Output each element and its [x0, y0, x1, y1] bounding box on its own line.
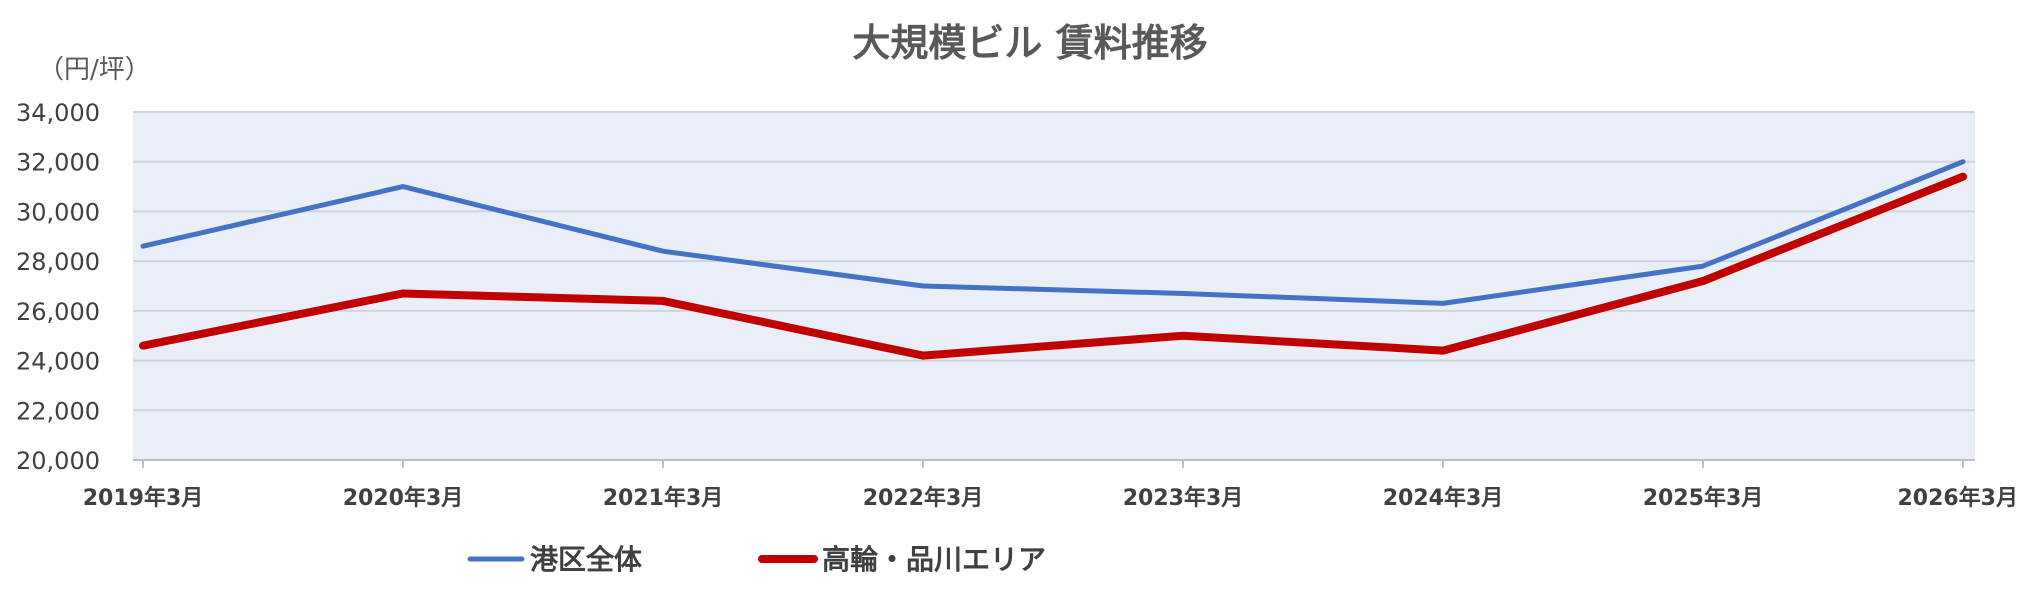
chart-title: 大規模ビル 賃料推移 — [852, 21, 1207, 65]
x-tick-label: 2025年3月 — [1643, 485, 1764, 511]
y-tick-label: 34,000 — [16, 99, 100, 127]
series-line-2 — [139, 172, 1967, 360]
x-tick-label: 2026年3月 — [1897, 485, 2018, 511]
y-tick-label: 32,000 — [16, 149, 100, 177]
plot-area — [133, 112, 1975, 460]
x-tick-label: 2023年3月 — [1123, 485, 1244, 511]
y-axis-ticks: 20,000 22,000 24,000 26,000 28,000 30,000 32,0… — [16, 99, 100, 475]
y-tick-label: 24,000 — [16, 348, 100, 376]
x-tick-label: 2021年3月 — [603, 485, 724, 511]
y-tick-label: 26,000 — [16, 298, 100, 326]
legend: 港区全体 高輪・品川エリア — [467, 543, 1046, 576]
y-axis-unit-label: （円/坪） — [38, 55, 151, 85]
y-tick-label: 20,000 — [16, 447, 100, 475]
gridlines — [133, 111, 1975, 461]
series-lines — [139, 159, 1967, 360]
y-tick-label: 22,000 — [16, 397, 100, 425]
y-tick-label: 30,000 — [16, 198, 100, 226]
y-tick-label: 28,000 — [16, 248, 100, 276]
x-tick-label: 2024年3月 — [1383, 485, 1504, 511]
series-line-1 — [140, 159, 1966, 306]
x-axis-ticks: 2019年3月 2020年3月 2021年3月 2022年3月 2023年3月 2024年… — [83, 460, 2018, 511]
legend-label-1: 港区全体 — [530, 543, 643, 576]
x-tick-label: 2020年3月 — [343, 485, 464, 511]
legend-label-2: 高輪・品川エリア — [822, 543, 1046, 576]
x-tick-label: 2022年3月 — [863, 485, 984, 511]
x-tick-label: 2019年3月 — [83, 485, 204, 511]
